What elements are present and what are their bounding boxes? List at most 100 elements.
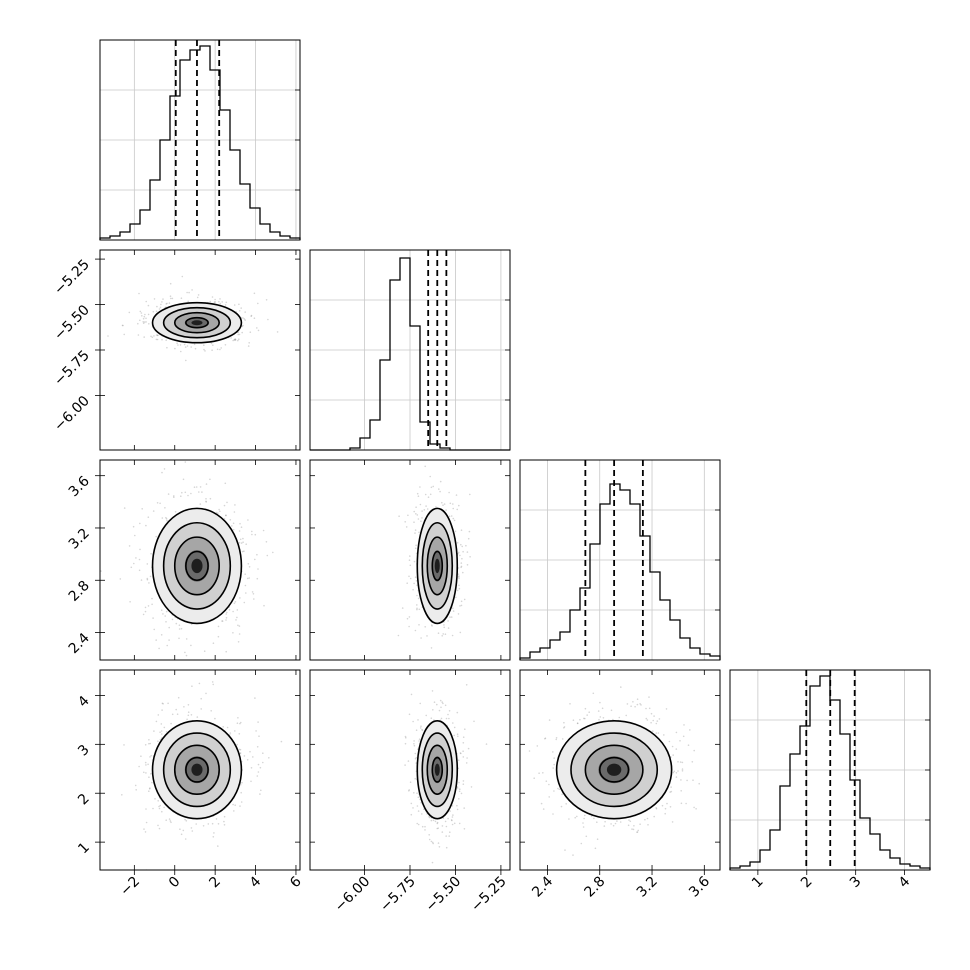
density-fill: [434, 763, 440, 776]
sample-point: [406, 617, 409, 620]
sample-point: [166, 519, 168, 522]
sample-point: [458, 551, 460, 554]
sample-point: [462, 550, 464, 553]
sample-point: [424, 465, 427, 468]
sample-point: [143, 321, 146, 323]
sample-point: [645, 707, 647, 710]
sample-point: [224, 482, 227, 485]
sample-point: [147, 313, 150, 316]
sample-point: [139, 310, 142, 313]
sample-point: [258, 735, 260, 737]
sample-point: [242, 537, 244, 540]
sample-point: [467, 747, 470, 750]
sample-point: [585, 835, 588, 838]
sample-point: [563, 726, 566, 728]
sample-point: [205, 501, 207, 503]
sample-point: [416, 608, 418, 611]
sample-point: [675, 731, 678, 734]
sample-point: [455, 494, 458, 496]
sample-point: [239, 752, 242, 754]
sample-point: [190, 714, 193, 716]
sample-point: [432, 485, 435, 488]
sample-point: [444, 633, 447, 635]
sample-point: [441, 635, 444, 637]
sample-point: [123, 507, 126, 509]
sample-point: [452, 503, 454, 505]
sample-point: [224, 344, 227, 346]
sample-point: [404, 764, 406, 766]
sample-point: [129, 601, 131, 603]
sample-point: [193, 343, 196, 346]
sample-point: [123, 333, 125, 336]
sample-point: [212, 683, 214, 686]
sample-point: [252, 756, 254, 758]
sample-point: [418, 608, 421, 611]
sample-point: [637, 829, 639, 832]
sample-point: [252, 593, 255, 595]
sample-point: [240, 791, 242, 794]
sample-point: [226, 501, 228, 504]
sample-point: [151, 336, 154, 339]
sample-point: [456, 589, 459, 592]
sample-point: [134, 534, 136, 537]
sample-point: [243, 601, 246, 604]
sample-point: [153, 298, 156, 300]
x-tick-label: 2.4: [529, 873, 556, 900]
sample-point: [459, 631, 462, 634]
sample-point: [445, 717, 448, 720]
sample-point: [226, 726, 229, 729]
sample-point: [457, 613, 460, 615]
sample-point: [272, 551, 274, 554]
sample-point: [563, 727, 565, 729]
sample-point: [439, 699, 442, 702]
sample-point: [174, 347, 176, 350]
sample-point: [181, 275, 184, 278]
sample-point: [153, 335, 155, 337]
sample-point: [175, 708, 177, 711]
sample-point: [436, 822, 439, 825]
sample-point: [217, 635, 220, 638]
sample-point: [415, 544, 417, 547]
sample-point: [691, 761, 694, 763]
sample-point: [459, 554, 461, 557]
sample-point: [241, 550, 244, 553]
sample-point: [249, 750, 251, 753]
sample-point: [612, 824, 615, 827]
sample-point: [416, 607, 418, 610]
x-tick-label: −5.50: [423, 874, 465, 916]
x-tick-label: −6.00: [332, 874, 374, 916]
sample-point: [184, 491, 187, 494]
sample-point: [187, 711, 190, 713]
sample-point: [231, 525, 233, 527]
sample-point: [430, 486, 433, 489]
sample-point: [187, 494, 189, 497]
sample-point: [572, 854, 574, 856]
sample-point: [205, 692, 207, 695]
sample-point: [443, 624, 445, 626]
sample-point: [469, 493, 471, 496]
sample-point: [250, 315, 252, 318]
sample-point: [456, 711, 459, 714]
sample-point: [237, 641, 240, 643]
sample-point: [466, 757, 468, 759]
sample-point: [462, 571, 464, 574]
sample-point: [569, 703, 571, 705]
sample-point: [448, 717, 450, 720]
sample-point: [415, 580, 418, 582]
sample-point: [150, 552, 152, 555]
sample-point: [138, 292, 140, 295]
sample-point: [244, 584, 247, 587]
sample-point: [160, 634, 163, 636]
sample-point: [229, 732, 232, 734]
sample-point: [217, 823, 220, 825]
sample-point: [415, 513, 417, 515]
sample-point: [161, 709, 163, 711]
sample-point: [239, 722, 241, 725]
sample-point: [186, 345, 189, 347]
sample-point: [234, 339, 237, 341]
sample-point: [209, 478, 211, 481]
sample-point: [457, 567, 460, 569]
sample-point: [669, 806, 672, 808]
sample-point: [218, 508, 220, 511]
sample-point: [243, 318, 246, 320]
